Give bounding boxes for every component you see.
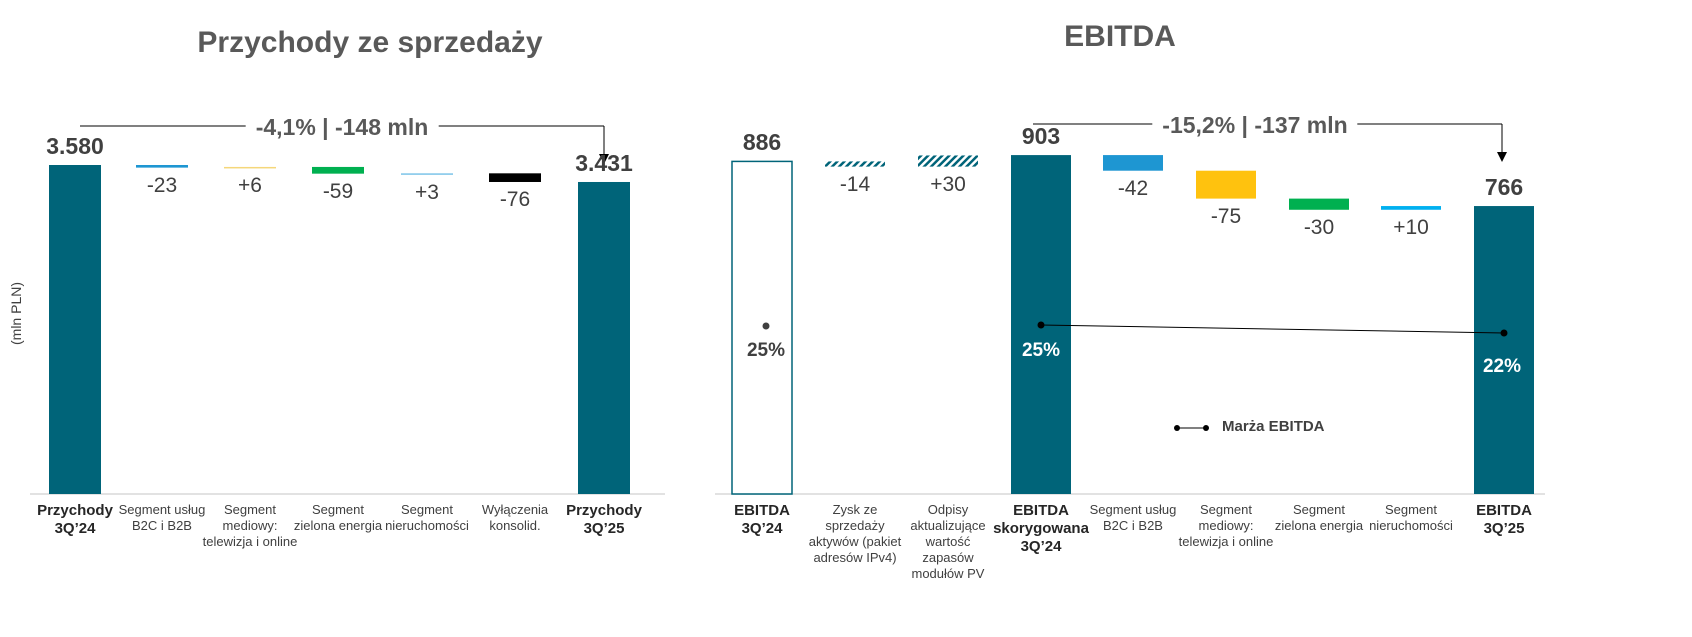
- bar-delta-label: -76: [499, 187, 531, 211]
- legend-margin-label: Marża EBITDA: [1222, 418, 1325, 435]
- bar-6: [578, 181, 630, 494]
- bar-4: [401, 173, 453, 175]
- margin-label: 25%: [746, 340, 786, 361]
- category-label: Segment usług B2C i B2B: [118, 502, 206, 533]
- bar-1: [825, 161, 885, 167]
- chart-title-revenue: Przychody ze sprzedaży: [197, 26, 543, 59]
- category-label: Segment mediowy: telewizja i online: [202, 502, 298, 549]
- margin-label: 25%: [1021, 340, 1061, 361]
- bar-5: [1196, 170, 1256, 199]
- category-label: Przychody 3Q’25: [566, 502, 642, 537]
- category-label: Segment zielona energia: [293, 502, 383, 533]
- category-label: Wyłączenia konsolid.: [481, 502, 549, 533]
- bar-1: [136, 165, 188, 168]
- margin-dot: [762, 322, 770, 330]
- arrow-head-icon: [599, 154, 609, 164]
- margin-dot: [1500, 329, 1508, 337]
- margin-dot: [1037, 321, 1045, 329]
- bar-total-label: 3.431: [575, 149, 633, 176]
- bar-4: [1103, 155, 1163, 171]
- bar-delta-label: -75: [1210, 204, 1242, 228]
- bar-delta-label: +3: [415, 180, 439, 204]
- bar-5: [489, 173, 541, 182]
- bar-delta-label: +30: [930, 172, 966, 196]
- bar-6: [1289, 198, 1349, 210]
- category-label: EBITDA 3Q’24: [734, 502, 790, 537]
- bar-delta-label: +6: [238, 174, 262, 198]
- category-label: Segment mediowy: telewizja i online: [1178, 502, 1274, 549]
- bar-2: [918, 155, 978, 167]
- bar-delta-label: -30: [1303, 215, 1335, 239]
- category-label: Segment usług B2C i B2B: [1089, 502, 1177, 533]
- category-label: EBITDA 3Q’25: [1476, 502, 1532, 537]
- legend-dot: [1174, 425, 1180, 431]
- arrow-head-icon: [1497, 152, 1507, 162]
- category-label: Zysk ze sprzedaży aktywów (pakiet adresó…: [808, 502, 902, 565]
- bar-total-label: 766: [1484, 174, 1524, 201]
- bar-delta-label: -14: [839, 172, 871, 196]
- chart-title-ebitda: EBITDA: [1064, 20, 1176, 53]
- bar-total-label: 886: [742, 129, 782, 156]
- bar-3: [312, 166, 364, 174]
- bar-8: [1474, 206, 1534, 494]
- bar-delta-label: -59: [322, 179, 354, 203]
- bar-7: [1381, 206, 1441, 210]
- category-label: Segment nieruchomości: [1369, 502, 1453, 533]
- bar-2: [224, 166, 276, 169]
- category-label: EBITDA skorygowana 3Q’24: [993, 502, 1089, 555]
- bar-total-label: 3.580: [46, 133, 104, 159]
- category-label: Przychody 3Q’24: [37, 502, 113, 537]
- revenue-change-label: -4,1% | -148 mln: [245, 114, 439, 141]
- category-label: Segment nieruchomości: [385, 502, 469, 533]
- margin-line: [1040, 324, 1505, 334]
- ebitda-change-label: -15,2% | -137 mln: [1152, 112, 1358, 139]
- bar-delta-label: -23: [146, 173, 178, 197]
- margin-label: 22%: [1482, 356, 1522, 377]
- bar-delta-label: +10: [1393, 215, 1429, 239]
- category-label: Odpisy aktualizujące wartość zapasów mod…: [910, 502, 986, 581]
- category-label: Segment zielona energia: [1274, 502, 1364, 533]
- bar-total-label: 903: [1021, 123, 1061, 150]
- bar-delta-label: -42: [1117, 176, 1149, 200]
- bar-0: [49, 165, 101, 494]
- legend-dot: [1203, 425, 1209, 431]
- bar-0: [731, 160, 793, 495]
